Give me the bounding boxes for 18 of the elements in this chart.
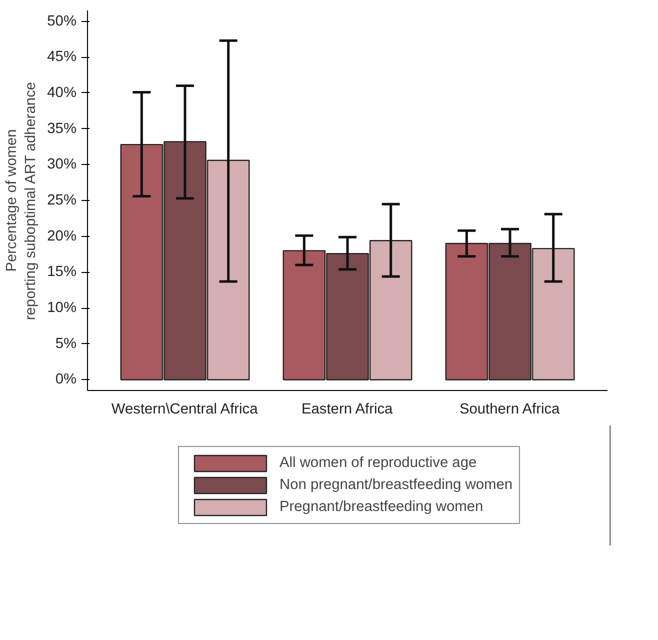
y-tick-label: 25% <box>47 192 77 208</box>
y-tick-label: 35% <box>47 120 77 137</box>
y-tick-label: 30% <box>47 156 77 173</box>
y-tick-label: 5% <box>55 336 77 352</box>
y-tick-label: 40% <box>47 84 77 101</box>
x-tick-label: Eastern Africa <box>301 402 394 418</box>
y-tick-label: 15% <box>47 264 77 280</box>
legend-label: Non pregnant/breastfeeding women <box>279 477 513 493</box>
legend-label: Pregnant/breastfeeding women <box>279 499 484 515</box>
y-tick-label: 0% <box>55 372 77 388</box>
legend-label: All women of reproductive age <box>279 455 477 471</box>
y-tick-label: 20% <box>47 228 77 244</box>
x-tick-label: Southern Africa <box>459 402 561 418</box>
y-tick-label: 10% <box>47 300 77 316</box>
y-tick-label: 45% <box>47 49 77 66</box>
y-tick-label: 50% <box>47 13 77 30</box>
y-axis-title: Percentage of women reporting suboptimal ART adherance <box>4 82 40 320</box>
x-tick-label: Western\Central Africa <box>111 402 259 418</box>
